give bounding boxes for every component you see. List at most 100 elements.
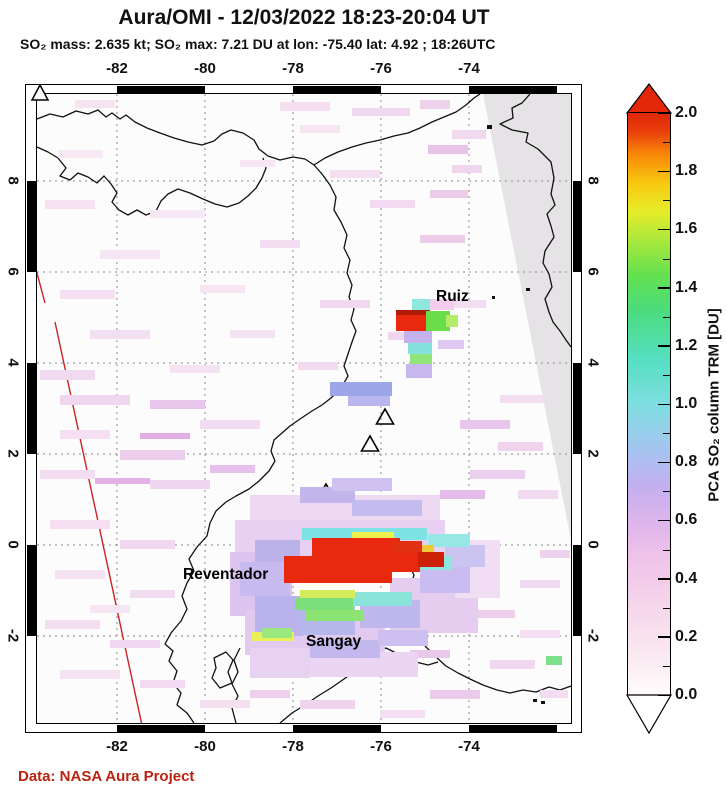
swath-noise-pixel bbox=[470, 470, 525, 479]
lon-tick-label: -82 bbox=[106, 60, 128, 77]
colorbar-tick-major bbox=[658, 578, 670, 580]
swath-noise-pixel bbox=[452, 130, 486, 139]
frame-band-segment bbox=[572, 545, 582, 636]
so2-plume-pixel bbox=[426, 311, 450, 331]
lat-tick-label: -2 bbox=[584, 628, 602, 643]
swath-noise-pixel bbox=[140, 680, 185, 688]
colorbar-tick-minor bbox=[663, 142, 670, 144]
swath-noise-pixel bbox=[420, 100, 450, 109]
so2-plume-pixel bbox=[438, 340, 464, 349]
colorbar-tick-label: 0.4 bbox=[675, 569, 698, 587]
swath-noise-pixel bbox=[490, 660, 535, 669]
islet-dot bbox=[487, 125, 492, 129]
lon-tick-label: -82 bbox=[106, 738, 128, 755]
swath-noise-pixel bbox=[250, 690, 290, 698]
volcano-triangle-icon bbox=[360, 434, 380, 452]
colorbar-axis-label: PCA SO₂ column TRM [DU] bbox=[705, 308, 723, 502]
swath-noise-pixel bbox=[120, 450, 185, 460]
swath-noise-pixel bbox=[95, 478, 150, 484]
swath-noise-pixel bbox=[320, 300, 370, 308]
swath-noise-pixel bbox=[498, 442, 543, 451]
colorbar-tick-label: 0.6 bbox=[675, 511, 698, 529]
swath-noise-pixel bbox=[50, 520, 110, 529]
colorbar-tick-major bbox=[658, 345, 670, 347]
lon-tick-label: -80 bbox=[194, 738, 216, 755]
frame-band-segment bbox=[469, 85, 557, 93]
colorbar-tick-minor bbox=[663, 258, 670, 260]
lat-tick-label: -2 bbox=[4, 628, 22, 643]
colorbar-tick-minor bbox=[663, 433, 670, 435]
swath-noise-pixel bbox=[460, 420, 510, 429]
swath-noise-pixel bbox=[60, 430, 110, 439]
swath-noise-pixel bbox=[452, 165, 482, 173]
swath-noise-pixel bbox=[45, 200, 95, 209]
colorbar-tick-minor bbox=[663, 200, 670, 202]
colorbar-tick-major bbox=[658, 519, 670, 522]
swath-noise-pixel bbox=[60, 290, 115, 299]
lat-tick-label: 0 bbox=[584, 540, 602, 549]
lat-tick-label: 6 bbox=[4, 267, 22, 276]
islet-dot bbox=[526, 288, 530, 291]
coastline-path bbox=[37, 109, 357, 723]
swath-noise-pixel bbox=[150, 210, 205, 218]
so2-plume-pixel bbox=[410, 354, 432, 364]
lat-tick-label: 2 bbox=[584, 449, 602, 458]
islet-dot bbox=[533, 699, 537, 702]
swath-noise-pixel bbox=[60, 395, 130, 405]
volcano-label-ruiz: Ruiz bbox=[436, 288, 469, 305]
lat-tick-label: 2 bbox=[4, 449, 22, 458]
lat-tick-label: 0 bbox=[4, 540, 22, 549]
colorbar-tick-minor bbox=[663, 549, 670, 551]
lon-tick-label: -76 bbox=[370, 738, 392, 755]
colorbar-tick-label: 1.8 bbox=[675, 162, 698, 180]
subtitle-so2-stats: SO₂ mass: 2.635 kt; SO₂ max: 7.21 DU at … bbox=[20, 36, 496, 52]
swath-noise-pixel bbox=[540, 550, 570, 558]
colorbar-tick-label: 0.2 bbox=[675, 627, 698, 645]
colorbar-tick-label: 1.4 bbox=[675, 278, 698, 296]
colorbar-tick-major bbox=[658, 112, 670, 114]
frame-band-segment bbox=[26, 545, 36, 636]
frame-band-segment bbox=[117, 85, 205, 93]
colorbar-arrow-bottom-icon bbox=[626, 694, 672, 735]
swath-noise-pixel bbox=[200, 285, 245, 293]
swath-noise-pixel bbox=[448, 300, 486, 308]
frame-band-segment bbox=[293, 85, 381, 93]
so2-plume-pixel bbox=[348, 396, 390, 406]
colorbar-tick-minor bbox=[663, 491, 670, 493]
lat-tick-label: 8 bbox=[4, 176, 22, 185]
swath-noise-pixel bbox=[110, 640, 160, 648]
swath-noise-pixel bbox=[470, 610, 515, 618]
colorbar-tick-minor bbox=[663, 374, 670, 376]
colorbar-tick-label: 1.0 bbox=[675, 395, 698, 412]
swath-noise-pixel bbox=[60, 670, 120, 679]
so2-plume-pixel bbox=[396, 315, 426, 331]
so2-plume-pixel bbox=[332, 478, 392, 491]
swath-noise-pixel bbox=[420, 235, 465, 243]
colorbar-tick-label: 0.8 bbox=[675, 453, 698, 471]
swath-noise-pixel bbox=[520, 580, 560, 588]
swath-noise-pixel bbox=[210, 465, 255, 473]
swath-noise-pixel bbox=[58, 150, 103, 158]
no-data-wedge bbox=[483, 94, 571, 540]
credit-text: Data: NASA Aura Project bbox=[18, 768, 195, 785]
swath-noise-pixel bbox=[150, 400, 205, 409]
swath-noise-pixel bbox=[40, 470, 95, 479]
orbit-edge-line bbox=[37, 270, 46, 304]
map-canvas: Ruiz Reventador Sangay bbox=[37, 94, 571, 723]
swath-noise-pixel bbox=[300, 700, 355, 709]
swath-noise-pixel bbox=[380, 710, 425, 718]
swath-noise-pixel bbox=[500, 395, 545, 403]
page-title: Aura/OMI - 12/03/2022 18:23-20:04 UT bbox=[118, 6, 490, 29]
colorbar-tick-label: 1.6 bbox=[675, 220, 698, 238]
colorbar-tick-major bbox=[658, 287, 670, 289]
swath-noise-pixel bbox=[410, 650, 450, 658]
swath-noise-pixel bbox=[100, 250, 160, 259]
swath-noise-pixel bbox=[430, 690, 480, 699]
lon-tick-label: -80 bbox=[194, 60, 216, 77]
colorbar-tick-major bbox=[658, 170, 670, 173]
coastline-path bbox=[499, 94, 571, 348]
volcano-label-sangay: Sangay bbox=[306, 633, 362, 650]
swath-noise-pixel bbox=[540, 690, 568, 698]
so2-plume-pixel bbox=[416, 545, 434, 552]
so2-plume-pixel bbox=[352, 532, 394, 539]
